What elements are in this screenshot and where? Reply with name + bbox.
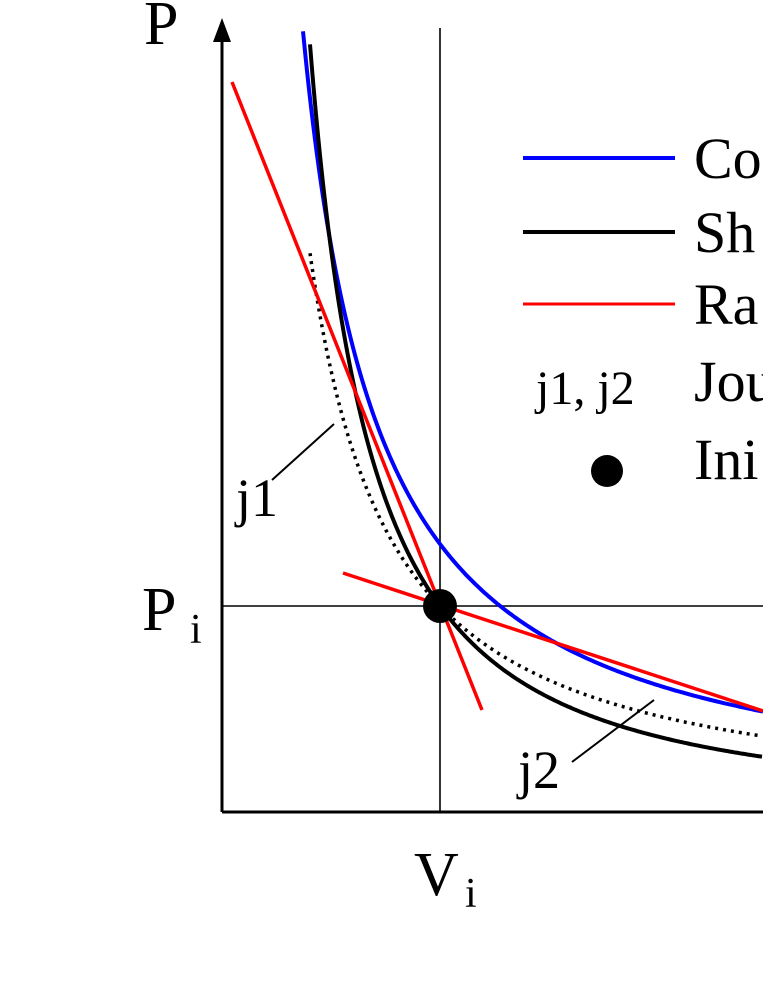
j1-label: j1 <box>234 468 278 528</box>
pi-subscript: i <box>190 607 202 653</box>
vi-subscript: i <box>465 871 477 917</box>
y-axis-arrowhead <box>213 18 231 42</box>
red-line-shallow <box>342 571 763 713</box>
black-curve <box>308 44 763 759</box>
legend-swatch-dot <box>591 455 623 487</box>
j2-leader <box>571 699 655 763</box>
pi-label: P <box>142 576 176 644</box>
initial-state-point <box>423 589 457 623</box>
dotted-curve <box>308 252 763 738</box>
j1-leader <box>271 423 335 481</box>
blue-curve <box>301 31 763 714</box>
legend-label-2: Sh <box>694 200 755 265</box>
legend: Co Sh Ra j1, j2 Jou Ini <box>523 126 763 492</box>
legend-label-4: Jou <box>694 349 763 414</box>
legend-label-1: Co <box>694 126 762 191</box>
vi-label: V <box>414 841 459 909</box>
y-axis-label: P <box>144 0 178 58</box>
legend-label-3: Ra <box>694 272 758 337</box>
legend-label-5: Ini <box>694 427 758 492</box>
legend-swatch-j1-j2: j1, j2 <box>534 362 635 415</box>
j2-label: j2 <box>516 740 560 800</box>
